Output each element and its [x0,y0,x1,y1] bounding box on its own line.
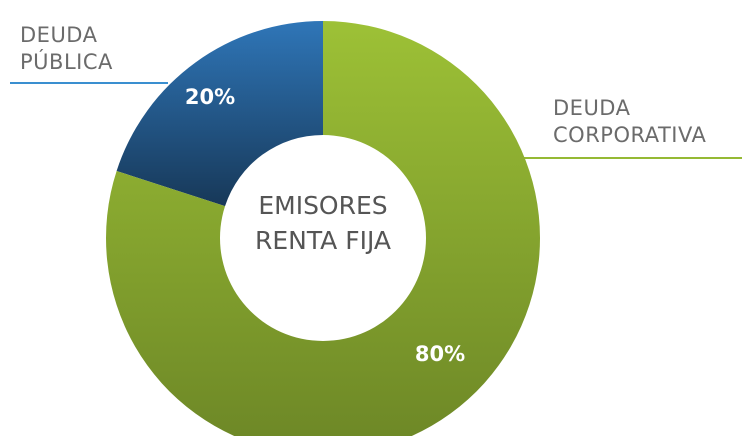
donut-slice [116,20,324,207]
donut-slice [106,21,540,436]
data-label: 20% [185,85,235,109]
legend-label: DEUDA PÚBLICA [20,23,113,74]
chart-title: EMISORES RENTA FIJA [254,191,392,255]
legend-label: DEUDA CORPORATIVA [553,96,707,147]
data-label: 80% [415,342,465,366]
